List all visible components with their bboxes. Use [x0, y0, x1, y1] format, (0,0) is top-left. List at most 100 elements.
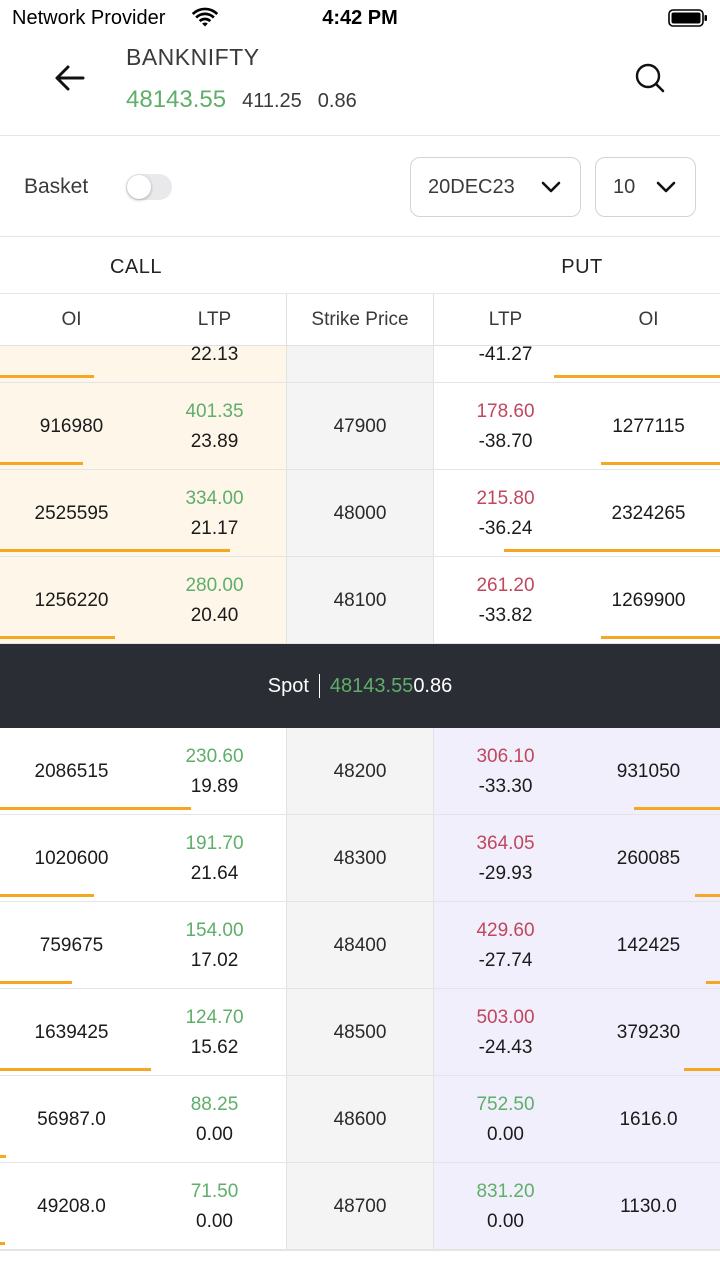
put-oi: 260085	[616, 848, 681, 869]
option-chain-row[interactable]: 759675 154.00 17.02 48400 429.60 -27.74 142425	[0, 902, 720, 989]
call-change-pct: 21.64	[190, 863, 239, 884]
expiry-select[interactable]: 20DEC23	[410, 157, 581, 217]
call-oi-bar	[0, 549, 230, 552]
put-oi: 1269900	[611, 590, 686, 611]
strike-price: 48400	[333, 935, 387, 956]
put-ltp: 429.60	[476, 920, 535, 941]
back-button[interactable]	[48, 56, 92, 100]
call-ltp: 191.70	[185, 833, 244, 854]
strike-cell-background	[286, 383, 434, 469]
put-ltp: 261.20	[476, 575, 535, 596]
call-change-pct: 0.00	[196, 1124, 233, 1145]
chevron-down-icon	[541, 181, 561, 193]
put-ltp: 752.50	[476, 1094, 535, 1115]
bottom-safe-area	[0, 1250, 720, 1280]
strike-count-select[interactable]: 10	[595, 157, 696, 217]
put-oi-bar	[706, 981, 720, 984]
call-oi: 1256220	[34, 590, 109, 611]
put-oi: 379230	[616, 1022, 681, 1043]
strike-price: 48000	[333, 503, 387, 524]
option-chain-row[interactable]: 49208.0 71.50 0.00 48700 831.20 0.00 1130.0	[0, 1163, 720, 1250]
spot-bar: Spot 48143.55 0.86	[0, 644, 720, 728]
put-oi-bar	[684, 1068, 720, 1071]
call-section-label: CALL	[109, 256, 163, 278]
put-oi: 1130.0	[620, 1196, 677, 1217]
strike-cell-background	[286, 557, 434, 643]
put-oi-bar	[601, 462, 720, 465]
put-oi-bar	[634, 807, 720, 810]
call-oi-bar	[0, 1242, 5, 1245]
put-ltp: 306.10	[476, 746, 535, 767]
search-icon	[635, 63, 665, 93]
put-oi-bar	[601, 636, 720, 639]
strike-price: 48200	[333, 761, 387, 782]
basket-label: Basket	[24, 175, 89, 198]
call-oi-bar	[0, 375, 94, 378]
put-change-pct: 0.00	[487, 1211, 524, 1232]
option-chain-row[interactable]: 2086515 230.60 19.89 48200 306.10 -33.30 93105…	[0, 728, 720, 815]
basket-toggle[interactable]	[126, 174, 172, 200]
call-oi-bar	[0, 1155, 6, 1158]
call-oi-bar	[0, 636, 115, 639]
put-oi: 1616.0	[619, 1109, 678, 1130]
call-oi: 916980	[39, 416, 104, 437]
call-oi: 56987.0	[37, 1109, 106, 1130]
put-change-pct: -24.43	[478, 1037, 533, 1058]
column-divider	[286, 294, 287, 346]
option-chain-row[interactable]: 916980 401.35 23.89 47900 178.60 -38.70 127711…	[0, 383, 720, 470]
column-put-oi: OI	[638, 309, 659, 330]
strike-price: 47900	[333, 416, 387, 437]
symbol-change: 411.25	[242, 90, 302, 112]
status-time: 4:42 PM	[322, 7, 398, 29]
strike-price: 48700	[333, 1196, 387, 1217]
strike-price: 48100	[333, 590, 387, 611]
put-change-pct: -27.74	[478, 950, 533, 971]
strike-cell-background	[286, 1163, 434, 1249]
battery-icon	[668, 9, 707, 27]
option-chain-row[interactable]: 1256220 280.00 20.40 48100 261.20 -33.82 12699…	[0, 557, 720, 644]
call-oi-bar	[0, 894, 94, 897]
put-ltp: 178.60	[476, 401, 535, 422]
call-oi-bar	[0, 1068, 151, 1071]
strike-cell-background	[286, 728, 434, 814]
put-change-pct: -38.70	[478, 431, 533, 452]
put-cell-background	[434, 989, 720, 1075]
call-ltp: 88.25	[190, 1094, 239, 1115]
call-change-pct: 19.89	[190, 776, 239, 797]
spot-ltp: 48143.55	[329, 674, 414, 697]
option-chain-row[interactable]: 1020600 191.70 21.64 48300 364.05 -29.93 26008…	[0, 815, 720, 902]
call-cell-background	[0, 470, 286, 556]
toggle-knob	[127, 175, 151, 199]
option-chain-controls: Basket 20DEC23 10	[0, 137, 720, 237]
call-change-pct: 23.89	[190, 431, 239, 452]
option-chain-row[interactable]: 1639425 124.70 15.62 48500 503.00 -24.43 37923…	[0, 989, 720, 1076]
call-ltp: 280.00	[185, 575, 244, 596]
put-ltp: 364.05	[476, 833, 535, 854]
call-ltp: 124.70	[185, 1007, 244, 1028]
put-ltp: 215.80	[476, 488, 535, 509]
column-divider	[433, 294, 434, 346]
search-button[interactable]	[628, 56, 672, 100]
call-oi-bar	[0, 462, 83, 465]
call-change-pct: 22.13	[190, 346, 239, 365]
column-put-ltp: LTP	[488, 309, 523, 330]
column-strike-price: Strike Price	[311, 309, 409, 330]
call-oi: 2525595	[34, 503, 109, 524]
price-summary: 48143.55 411.25 0.86	[126, 86, 357, 114]
call-oi: 2086515	[34, 761, 109, 782]
put-change-pct: -33.82	[478, 605, 533, 626]
put-oi: 2324265	[611, 503, 686, 524]
spot-separator	[318, 674, 320, 698]
option-chain-row[interactable]: 22.13 -41.27	[0, 346, 720, 383]
call-ltp: 154.00	[185, 920, 244, 941]
put-oi-bar	[504, 549, 720, 552]
option-chain-row[interactable]: 56987.0 88.25 0.00 48600 752.50 0.00 1616.0	[0, 1076, 720, 1163]
call-cell-background	[0, 557, 286, 643]
arrow-left-icon	[55, 65, 85, 91]
put-oi-bar	[554, 375, 720, 378]
option-chain-row[interactable]: 2525595 334.00 21.17 48000 215.80 -36.24 23242…	[0, 470, 720, 557]
call-oi-bar	[0, 807, 191, 810]
symbol-ltp: 48143.55	[126, 86, 227, 113]
option-chain-table: 22.13 -41.27 916980 401.35 23.89 47900 178.60 -…	[0, 346, 720, 1250]
put-section-label: PUT	[561, 256, 603, 278]
